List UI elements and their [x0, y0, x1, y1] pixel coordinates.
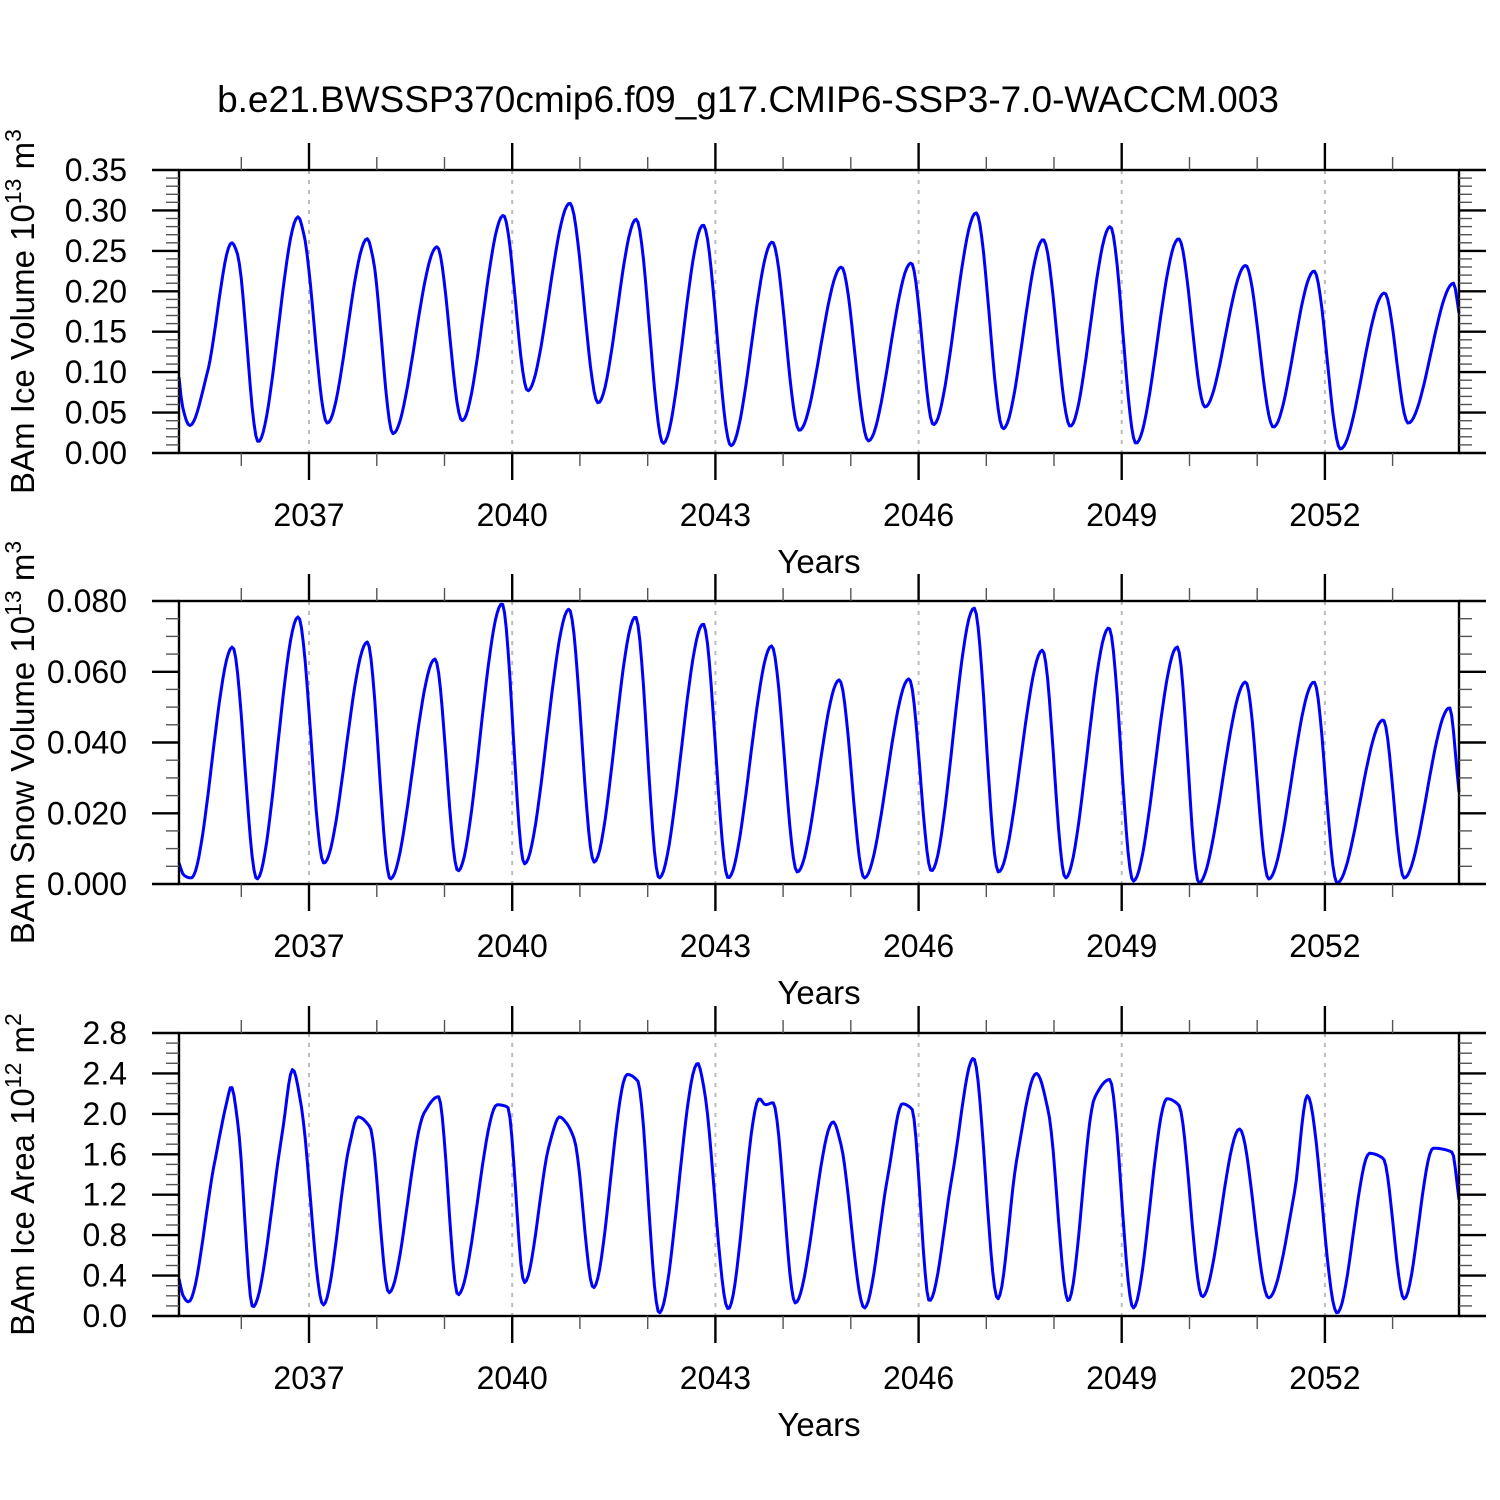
x-tick-label: 2049 [1086, 1360, 1157, 1396]
x-tick-label: 2043 [680, 1360, 751, 1396]
ticks [152, 1006, 1486, 1343]
panel-snow-volume: 2037 2040 2043 2046 2049 2052 0.000 0.020 0.040 0… [0, 541, 1486, 1011]
x-tick-label: 2037 [273, 928, 344, 964]
y-tick-label: 0.020 [47, 795, 127, 831]
series-line-snow-volume [177, 602, 1461, 885]
y-tick-label: 2.0 [83, 1096, 127, 1132]
y-axis-label-text: BAm Ice Volume 10 [4, 204, 41, 494]
x-tick-label: 2037 [273, 1360, 344, 1396]
gridlines [308, 170, 1326, 453]
y-axis-label: BAm Snow Volume 1013 m3 [0, 541, 41, 944]
y-axis-label-sup: 3 [0, 541, 26, 554]
ticks [152, 143, 1486, 480]
y-axis-label-sup: 3 [0, 129, 26, 142]
y-tick-label: 0.30 [65, 192, 127, 228]
x-tick-label: 2043 [680, 497, 751, 533]
series-line-ice-volume [177, 201, 1461, 451]
y-axis-label-sup: 2 [0, 1013, 26, 1026]
ticks [152, 574, 1486, 911]
panel-border [177, 599, 1461, 886]
x-tick-label: 2040 [477, 928, 548, 964]
y-axis-label-sup: 13 [0, 179, 26, 205]
y-tick-label: 0.040 [47, 725, 127, 761]
y-tick-label: 2.8 [83, 1015, 127, 1051]
x-tick-label: 2046 [883, 1360, 954, 1396]
y-axis-label-text: m [4, 1026, 41, 1063]
panel-border [177, 168, 1461, 455]
panel-ice-area: 2037 2040 2043 2046 2049 2052 0.0 0.4 0.8 1.2 1.6 2… [0, 1006, 1486, 1443]
y-tick-label: 0.00 [65, 435, 127, 471]
series-group [177, 1057, 1461, 1315]
y-axis-label-text: BAm Snow Volume 10 [4, 616, 41, 944]
y-tick-label: 0.10 [65, 354, 127, 390]
series-group [177, 602, 1461, 885]
figure-title: b.e21.BWSSP370cmip6.f09_g17.CMIP6-SSP3-7… [217, 79, 1279, 120]
y-axis-label-text: BAm Ice Area 10 [4, 1088, 41, 1336]
y-axis-label: BAm Ice Volume 1013 m3 [0, 129, 41, 494]
x-tick-label: 2052 [1289, 1360, 1360, 1396]
x-axis-label: Years [777, 1406, 860, 1443]
y-tick-label: 0.20 [65, 273, 127, 309]
y-tick-label: 0.8 [83, 1217, 127, 1253]
x-tick-label: 2043 [680, 928, 751, 964]
x-tick-label: 2046 [883, 497, 954, 533]
y-tick-label: 0.35 [65, 152, 127, 188]
y-axis-label: BAm Ice Area 1012 m2 [0, 1013, 41, 1336]
y-tick-label: 2.4 [83, 1055, 127, 1091]
y-tick-label: 0.4 [83, 1258, 127, 1294]
y-axis-label-sup: 13 [0, 590, 26, 616]
x-tick-label: 2046 [883, 928, 954, 964]
x-tick-label: 2052 [1289, 928, 1360, 964]
gridlines [308, 1033, 1326, 1316]
gridlines [308, 601, 1326, 884]
x-tick-label: 2040 [477, 1360, 548, 1396]
series-group [177, 201, 1461, 451]
x-axis-label: Years [777, 543, 860, 580]
x-tick-label: 2049 [1086, 928, 1157, 964]
y-tick-label: 0.080 [47, 583, 127, 619]
y-axis-label-text: m [4, 554, 41, 591]
panel-ice-volume: 2037 2040 2043 2046 2049 2052 0.00 0.05 0.10 0.15… [0, 129, 1486, 580]
y-axis-label-text: m [4, 142, 41, 179]
y-tick-label: 0.060 [47, 654, 127, 690]
x-tick-label: 2049 [1086, 497, 1157, 533]
x-axis-label: Years [777, 974, 860, 1011]
y-tick-label: 0.05 [65, 395, 127, 431]
y-tick-label: 0.15 [65, 314, 127, 350]
y-tick-label: 0.000 [47, 866, 127, 902]
x-tick-label: 2037 [273, 497, 344, 533]
y-tick-label: 1.2 [83, 1177, 127, 1213]
series-line-ice-area [177, 1057, 1461, 1315]
x-tick-label: 2052 [1289, 497, 1360, 533]
y-tick-label: 0.0 [83, 1298, 127, 1334]
y-axis-label-sup: 12 [0, 1063, 26, 1089]
y-tick-label: 0.25 [65, 233, 127, 269]
y-tick-label: 1.6 [83, 1136, 127, 1172]
x-tick-label: 2040 [477, 497, 548, 533]
